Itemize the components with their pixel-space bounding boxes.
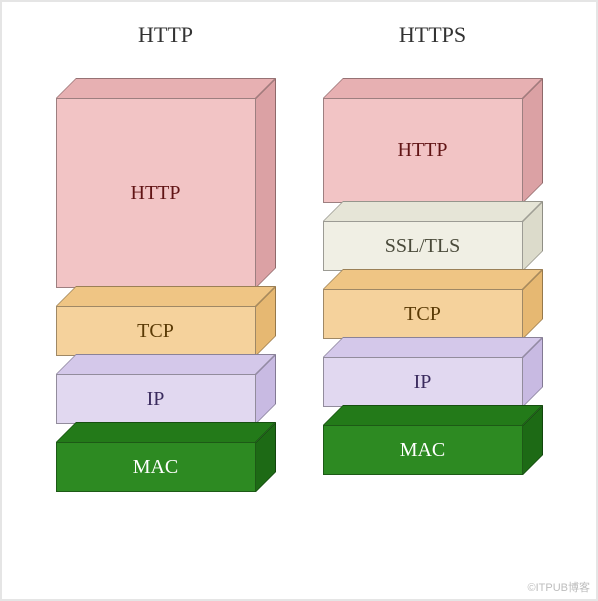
column-title: HTTPS bbox=[399, 22, 466, 48]
layer-label: MAC bbox=[400, 439, 446, 462]
column-http: HTTP HTTP TCP IP MAC bbox=[56, 22, 276, 510]
layer-block: SSL/TLS bbox=[323, 221, 543, 271]
layer-block: TCP bbox=[56, 306, 276, 356]
layer-stack: HTTP TCP IP MAC bbox=[56, 98, 276, 510]
layer-block: TCP bbox=[323, 289, 543, 339]
block-top-face bbox=[323, 201, 543, 221]
layer-label: HTTP bbox=[131, 182, 181, 205]
watermark: ©ITPUB博客 bbox=[528, 579, 591, 595]
block-front-face: TCP bbox=[56, 306, 256, 356]
layer-label: HTTP bbox=[398, 139, 448, 162]
layer-block: MAC bbox=[323, 425, 543, 475]
layer-block: HTTP bbox=[323, 98, 543, 203]
block-front-face: HTTP bbox=[323, 98, 523, 203]
layer-label: TCP bbox=[404, 303, 441, 326]
column-https: HTTPS HTTP SSL/TLS TCP IP MAC bbox=[323, 22, 543, 493]
block-top-face bbox=[323, 269, 543, 289]
block-front-face: IP bbox=[56, 374, 256, 424]
diagram-canvas: HTTP HTTP TCP IP MAC HTTPS HTTP SSL/TLS TCP IP MAC… bbox=[0, 0, 598, 601]
layer-block: IP bbox=[323, 357, 543, 407]
layer-block: MAC bbox=[56, 442, 276, 492]
layer-block: HTTP bbox=[56, 98, 276, 288]
layer-label: MAC bbox=[133, 456, 179, 479]
block-front-face: MAC bbox=[323, 425, 523, 475]
block-front-face: TCP bbox=[323, 289, 523, 339]
block-top-face bbox=[323, 405, 543, 425]
block-top-face bbox=[323, 78, 543, 98]
block-top-face bbox=[56, 78, 276, 98]
block-front-face: SSL/TLS bbox=[323, 221, 523, 271]
block-front-face: IP bbox=[323, 357, 523, 407]
columns-container: HTTP HTTP TCP IP MAC HTTPS HTTP SSL/TLS TCP IP MAC bbox=[2, 2, 596, 599]
block-top-face bbox=[56, 422, 276, 442]
layer-label: IP bbox=[414, 371, 432, 394]
block-top-face bbox=[323, 337, 543, 357]
layer-label: SSL/TLS bbox=[385, 235, 461, 258]
layer-stack: HTTP SSL/TLS TCP IP MAC bbox=[323, 98, 543, 493]
layer-label: TCP bbox=[137, 320, 174, 343]
layer-block: IP bbox=[56, 374, 276, 424]
block-top-face bbox=[56, 286, 276, 306]
block-top-face bbox=[56, 354, 276, 374]
block-front-face: HTTP bbox=[56, 98, 256, 288]
block-side-face bbox=[523, 78, 543, 203]
column-title: HTTP bbox=[138, 22, 193, 48]
layer-label: IP bbox=[147, 388, 165, 411]
block-side-face bbox=[256, 78, 276, 288]
block-front-face: MAC bbox=[56, 442, 256, 492]
